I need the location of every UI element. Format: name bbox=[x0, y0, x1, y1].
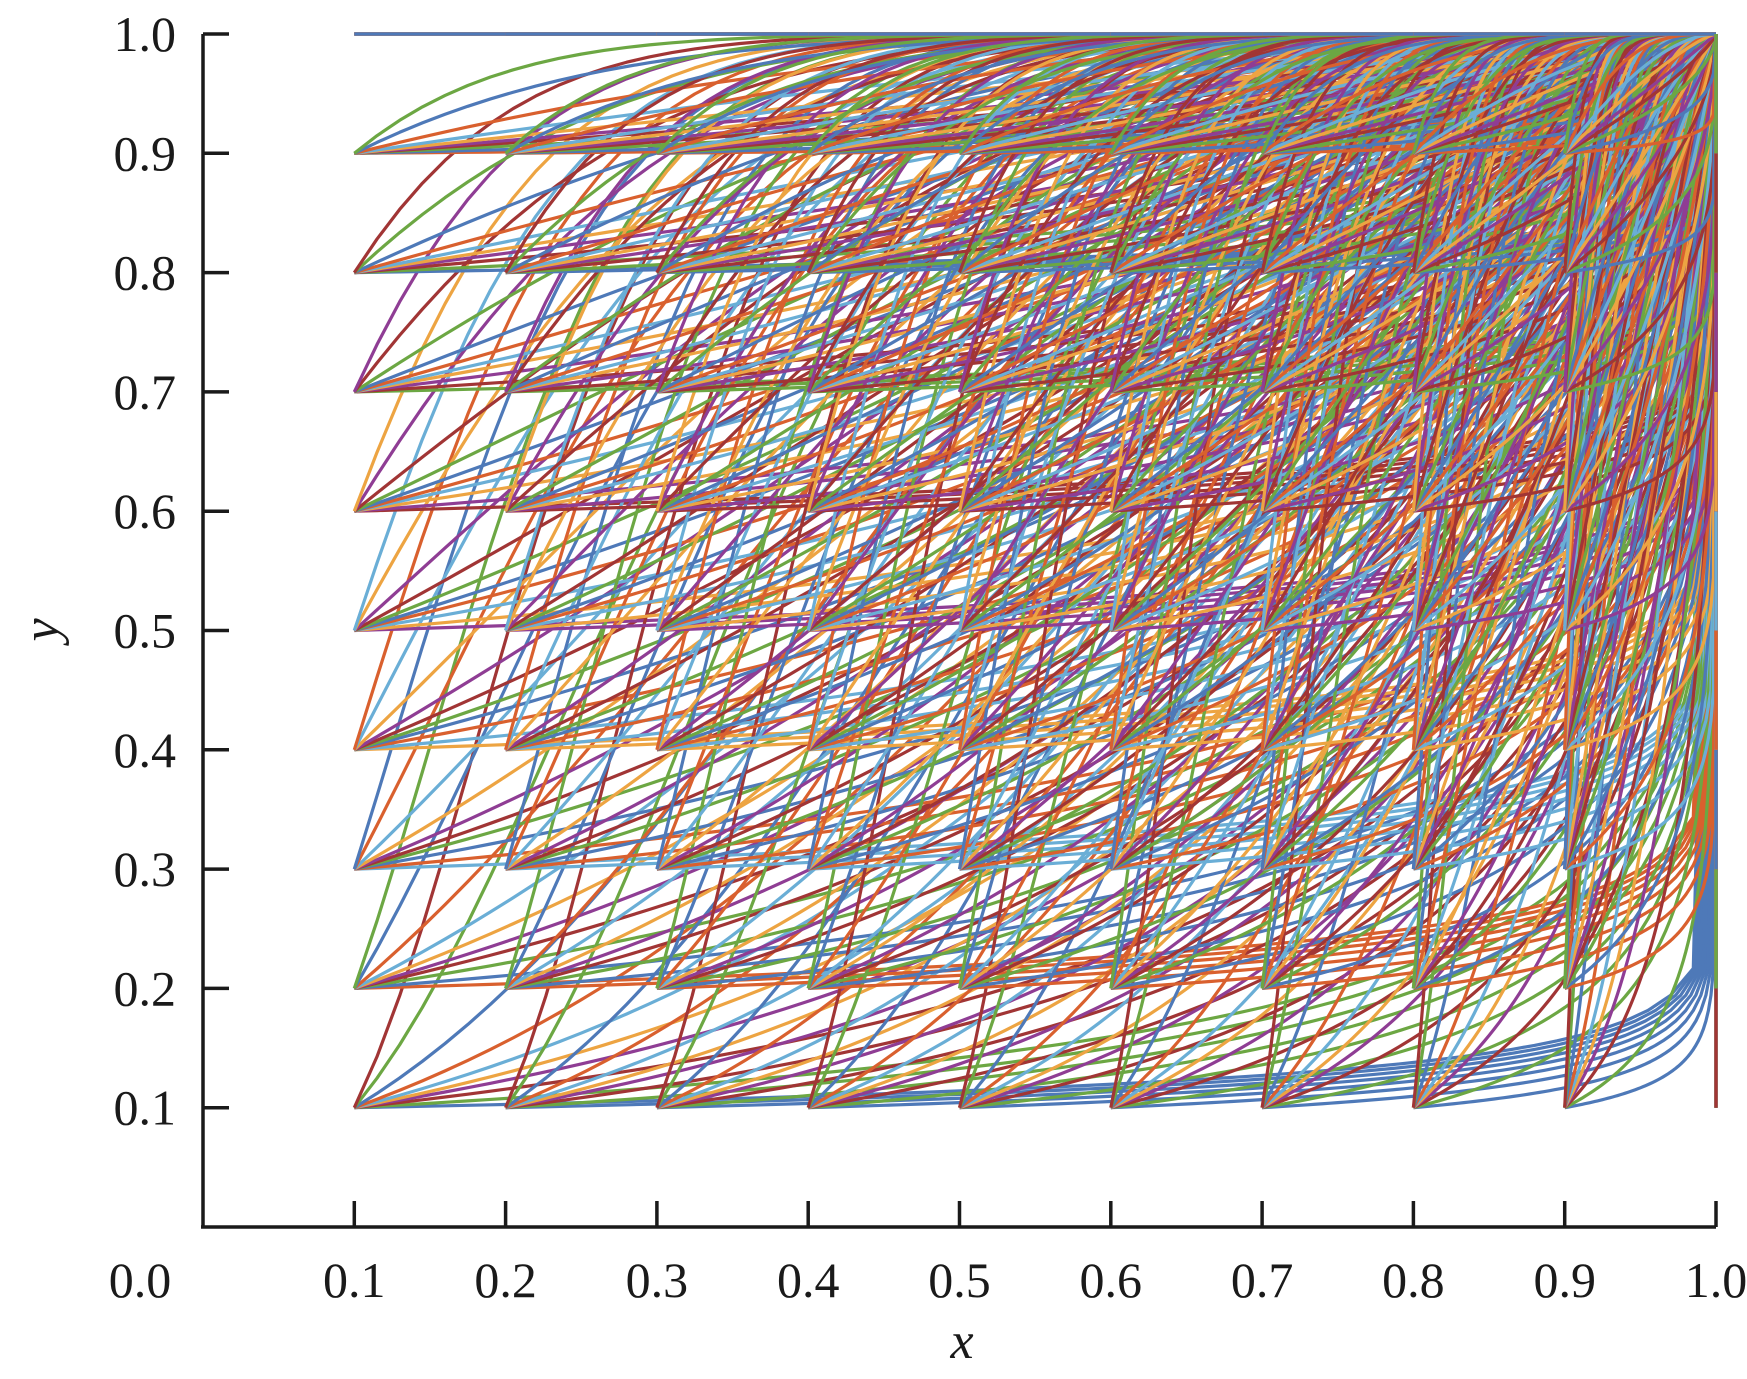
tick-labels: 0.0 0.1 0.2 0.3 0.4 0.5 0.6 0.7 0.8 0.9 1.0 0.1 0.2 0… bbox=[109, 6, 1747, 1308]
y-tick-label: 0.3 bbox=[114, 841, 177, 897]
series-line-x0.9-y0.3-k0.28 bbox=[1563, 33, 1718, 871]
x-axis-title: x bbox=[949, 1313, 973, 1370]
series-line-x0.9-y0.3-k0.8 bbox=[1563, 33, 1718, 870]
x-tick-label: 0.4 bbox=[777, 1252, 840, 1308]
series-line-x0.9-y0.2-k0.55 bbox=[1563, 33, 1718, 990]
series-line-x0.9-y0.9-k0.55 bbox=[1564, 33, 1718, 155]
series-line-x0.4-y0.1-k0.28 bbox=[808, 33, 1718, 1110]
x-tick-label: 0.9 bbox=[1533, 1252, 1596, 1308]
series-line-x0.8-y0.9-k1.3 bbox=[1412, 32, 1717, 155]
series-line-x0.9-y0.5-k0.28 bbox=[1563, 33, 1718, 632]
y-tick-label: 0.4 bbox=[114, 722, 177, 778]
series-line-x0.7-y0.1-k0.28 bbox=[1261, 33, 1718, 1110]
series-line-x0.9-y0.7-k0.1 bbox=[1564, 33, 1718, 394]
series-line-x0.9-y0.8-k0.1 bbox=[1564, 33, 1718, 275]
y-tick-label: 0.2 bbox=[114, 960, 177, 1016]
y-tick-label: 0.7 bbox=[114, 364, 177, 420]
series-line-x0.9-y0.4-k0.55 bbox=[1563, 33, 1718, 751]
series-line-x0.9-y0.8-k0.28 bbox=[1564, 33, 1718, 275]
y-tick-label: 0.8 bbox=[114, 245, 177, 301]
series-line-x0.9-y0.8-k0.8 bbox=[1563, 33, 1718, 274]
series-line-x0.6-y0.2-k0.28 bbox=[1110, 33, 1718, 990]
x-tick-label: 0.5 bbox=[928, 1252, 991, 1308]
series-line-x0.9-y0.3-k0.55 bbox=[1563, 33, 1718, 870]
series-line-x0.9-y0.6-k0.28 bbox=[1563, 33, 1718, 513]
series-line-x0.9-y0.5-k0.55 bbox=[1563, 33, 1718, 632]
series-line-x0.9-y0.4-k0.28 bbox=[1563, 33, 1718, 752]
series-line-x0.9-y0.2-k0.1 bbox=[1564, 33, 1718, 990]
series-line-x0.8-y0.1-k0.28 bbox=[1413, 33, 1718, 1110]
series-line-x0.7-y0.4-k0.8 bbox=[1261, 33, 1718, 752]
series-line-x0.8-y0.2-k1 bbox=[1412, 33, 1718, 990]
series-line-x0.9-y0.9-k0.28 bbox=[1564, 33, 1718, 155]
series-line-x0.9-y0.7-k1.8 bbox=[1563, 32, 1717, 393]
series-line-x0.6-y0.1-k0.28 bbox=[1110, 33, 1718, 1110]
series-line-x0.9-y0.6-k0.1 bbox=[1564, 33, 1718, 513]
series-line-x0.8-y0.5-k0.28 bbox=[1412, 33, 1718, 632]
series-line-x0.8-y0.8-k1.3 bbox=[1412, 32, 1717, 274]
series-line-x0.9-y0.5-k1.8 bbox=[1563, 32, 1717, 631]
x-tick-label: 0.0 bbox=[109, 1252, 172, 1308]
series-line-x0.6-y0.1-k0.1 bbox=[1110, 33, 1718, 1110]
series-line-x0.9-y0.7-k0.28 bbox=[1563, 33, 1718, 394]
y-tick-label: 1.0 bbox=[114, 6, 177, 62]
series-line-x0.9-y0.5-k0.8 bbox=[1563, 33, 1718, 632]
series-line-x0.9-y0.7-k1 bbox=[1563, 33, 1718, 393]
x-tick-label: 1.0 bbox=[1685, 1252, 1747, 1308]
series-line-x0.4-y0.3-k0.28 bbox=[807, 33, 1718, 871]
series-line-x0.4-y0.3-k0.55 bbox=[807, 33, 1718, 871]
series-line-x0.9-y0.3-k1 bbox=[1563, 33, 1718, 870]
x-tick-label: 0.8 bbox=[1382, 1252, 1445, 1308]
x-tick-label: 0.7 bbox=[1231, 1252, 1294, 1308]
series-line-x0.8-y0.3-k0.28 bbox=[1412, 33, 1718, 871]
x-tick-label: 0.3 bbox=[626, 1252, 689, 1308]
series-line-x0.9-y0.5-k0.1 bbox=[1564, 33, 1718, 633]
series-line-x0.7-y0.2-k0.28 bbox=[1261, 33, 1718, 990]
series-line-x0.9-y0.4-k0.1 bbox=[1564, 33, 1718, 752]
series-line-x0.8-y0.4-k1 bbox=[1412, 33, 1718, 751]
y-tick-label: 0.9 bbox=[114, 125, 177, 181]
series-line-x0.4-y0.2-k0.28 bbox=[808, 33, 1718, 990]
x-tick-label: 0.6 bbox=[1080, 1252, 1143, 1308]
series-line-x0.6-y0.5-k0.28 bbox=[1110, 33, 1718, 633]
series-line-x0.7-y0.2-k0.1 bbox=[1261, 33, 1718, 990]
series-line-x0.9-y0.2-k1 bbox=[1563, 33, 1718, 989]
series-line-x0.9-y0.8-k1.3 bbox=[1563, 32, 1717, 274]
y-tick-label: 0.5 bbox=[114, 603, 177, 659]
x-tick-label: 0.1 bbox=[323, 1252, 386, 1308]
series-line-x0.9-y0.1-k0.55 bbox=[1563, 33, 1718, 1109]
series-line-x0.9-y0.8-k0.55 bbox=[1563, 33, 1718, 274]
series-line-x0.7-y0.1-k0.1 bbox=[1262, 33, 1718, 1110]
series-line-x0.9-y0.1-k0.1 bbox=[1564, 33, 1718, 1110]
series-line-x0.9-y0.8-k1 bbox=[1563, 33, 1718, 274]
series-line-x0.4-y0.2-k1.3 bbox=[807, 32, 1717, 990]
series-line-x0.7-y0.3-k0.1 bbox=[1261, 33, 1718, 871]
y-tick-label: 0.1 bbox=[114, 1080, 177, 1136]
y-tick-label: 0.6 bbox=[114, 483, 177, 539]
series-line-x0.9-y0.5-k1.3 bbox=[1563, 33, 1718, 631]
series-line-x0.9-y0.2-k0.8 bbox=[1563, 33, 1718, 990]
series-line-x0.8-y0.3-k0.55 bbox=[1412, 33, 1718, 871]
y-axis-title: y bbox=[13, 618, 70, 647]
series-line-x0.9-y0.9-k1.8 bbox=[1563, 32, 1717, 155]
curves-layer bbox=[352, 32, 1718, 1110]
series-line-x0.3-y0.2-k0.8 bbox=[656, 33, 1718, 990]
series-line-x0.9-y0.9-k0.8 bbox=[1563, 33, 1718, 155]
series-line-x0.9-y0.1-k0.28 bbox=[1563, 33, 1718, 1110]
series-line-x0.9-y0.9-k0.1 bbox=[1564, 33, 1718, 155]
series-line-x0.9-y0.9-k1.3 bbox=[1563, 32, 1717, 155]
series-line-x0.9-y0.2-k0.28 bbox=[1563, 33, 1718, 990]
series-line-x0.9-y0.4-k1 bbox=[1563, 33, 1718, 751]
series-line-x0.9-y0.9-k1 bbox=[1563, 32, 1718, 155]
ticks bbox=[203, 32, 1718, 1227]
x-tick-label: 0.2 bbox=[474, 1252, 537, 1308]
series-line-x0.9-y0.3-k0.1 bbox=[1564, 33, 1718, 871]
series-line-x0.8-y0.8-k0.28 bbox=[1413, 33, 1718, 275]
series-line-x0.8-y0.9-k0.55 bbox=[1413, 33, 1718, 155]
series-line-x0.9-y0.6-k0.55 bbox=[1563, 33, 1718, 513]
